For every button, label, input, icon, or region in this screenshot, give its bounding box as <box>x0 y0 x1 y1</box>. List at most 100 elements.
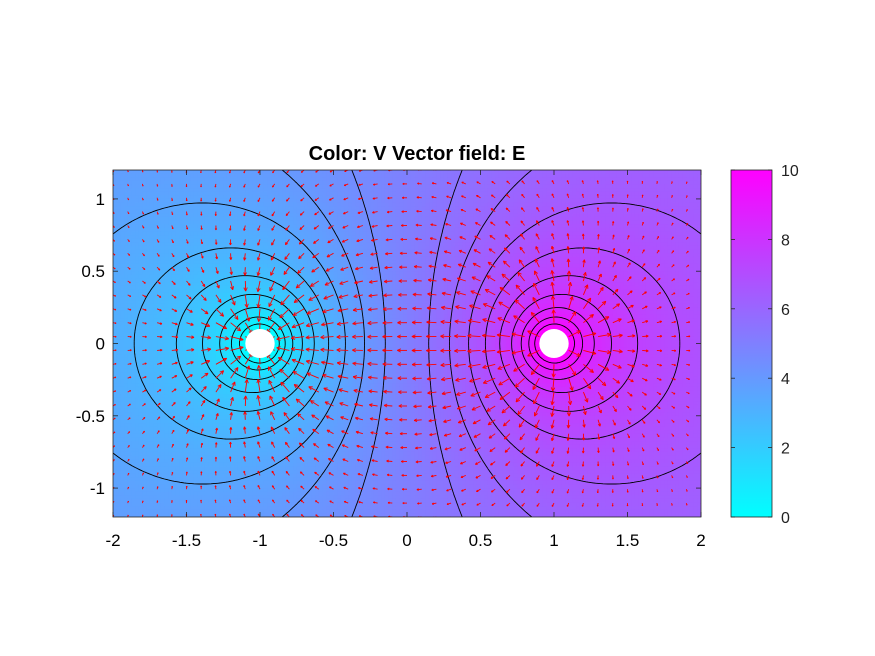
heatmap-cell <box>208 332 213 337</box>
heatmap-cell <box>146 170 151 175</box>
heatmap-cell <box>131 376 136 381</box>
heatmap-cell <box>260 191 265 196</box>
heatmap-cell <box>245 180 250 186</box>
heatmap-cell <box>208 401 213 406</box>
heatmap-cell <box>237 495 243 500</box>
heatmap-cell <box>190 195 195 200</box>
heatmap-cell <box>289 401 294 406</box>
heatmap-cell <box>215 198 221 204</box>
heatmap-cell <box>282 357 287 363</box>
heatmap-cell <box>124 506 129 511</box>
heatmap-cell <box>260 394 265 399</box>
heatmap-cell <box>153 404 158 410</box>
heatmap-cell <box>197 224 202 229</box>
heatmap-cell <box>135 253 140 258</box>
heatmap-cell <box>197 292 202 298</box>
heatmap-cell <box>201 448 206 453</box>
heatmap-cell <box>300 278 305 283</box>
heatmap-cell <box>212 451 217 457</box>
heatmap-cell <box>223 278 228 283</box>
heatmap-cell <box>116 509 121 514</box>
heatmap-cell <box>215 292 221 298</box>
heatmap-cell <box>149 386 155 392</box>
heatmap-cell <box>252 426 257 431</box>
heatmap-cell <box>127 274 132 280</box>
heatmap-cell <box>142 173 147 178</box>
heatmap-cell <box>226 339 232 345</box>
heatmap-cell <box>160 448 166 453</box>
heatmap-cell <box>175 390 180 395</box>
heatmap-cell <box>179 408 184 413</box>
heatmap-cell <box>179 260 184 265</box>
heatmap-cell <box>190 285 195 290</box>
heatmap-cell <box>278 245 283 251</box>
heatmap-cell <box>160 314 166 319</box>
heatmap-cell <box>127 488 132 493</box>
heatmap-cell <box>175 220 180 225</box>
heatmap-cell <box>248 354 254 359</box>
heatmap-cell <box>124 256 129 261</box>
heatmap-cell <box>138 394 143 399</box>
heatmap-cell <box>124 491 129 496</box>
heatmap-cell <box>278 177 283 182</box>
heatmap-cell <box>256 376 261 381</box>
heatmap-cell <box>197 379 202 384</box>
heatmap-cell <box>127 180 132 186</box>
heatmap-cell <box>219 459 224 464</box>
heatmap-cell <box>248 256 254 261</box>
heatmap-cell <box>226 278 232 283</box>
heatmap-cell <box>234 361 239 366</box>
heatmap-cell <box>274 260 279 265</box>
heatmap-cell <box>226 310 232 316</box>
heatmap-cell <box>248 444 254 449</box>
heatmap-cell <box>282 372 287 377</box>
heatmap-cell <box>142 191 147 196</box>
heatmap-cell <box>230 455 235 460</box>
heatmap-cell <box>226 329 232 334</box>
heatmap-cell <box>193 263 199 269</box>
heatmap-cell <box>263 473 268 478</box>
heatmap-cell <box>241 437 246 442</box>
heatmap-cell <box>263 383 268 388</box>
heatmap-cell <box>179 451 184 457</box>
heatmap-cell <box>131 347 136 352</box>
heatmap-cell <box>278 195 283 200</box>
heatmap-cell <box>241 310 246 316</box>
heatmap-cell <box>256 433 261 439</box>
heatmap-cell <box>124 231 129 236</box>
heatmap-cell <box>153 426 158 431</box>
heatmap-cell <box>193 336 199 341</box>
heatmap-cell <box>219 177 224 182</box>
heatmap-cell <box>138 206 143 211</box>
heatmap-cell <box>120 274 125 280</box>
heatmap-cell <box>285 426 290 431</box>
heatmap-cell <box>113 303 118 308</box>
heatmap-cell <box>278 506 283 511</box>
heatmap-cell <box>153 289 158 294</box>
heatmap-cell <box>120 314 125 319</box>
heatmap-cell <box>168 249 173 254</box>
heatmap-cell <box>175 397 180 402</box>
heatmap-cell <box>171 376 177 381</box>
heatmap-cell <box>204 437 210 442</box>
heatmap-cell <box>138 285 143 290</box>
heatmap-cell <box>142 278 147 283</box>
heatmap-cell <box>226 209 232 214</box>
heatmap-cell <box>230 339 235 345</box>
heatmap-cell <box>171 224 177 229</box>
heatmap-cell <box>197 307 202 312</box>
heatmap-cell <box>179 441 184 446</box>
heatmap-cell <box>135 415 140 420</box>
heatmap-cell <box>171 209 177 214</box>
heatmap-cell <box>146 376 151 381</box>
heatmap-cell <box>285 433 290 439</box>
heatmap-cell <box>201 285 206 290</box>
heatmap-cell <box>135 296 140 301</box>
heatmap-cell <box>260 412 265 417</box>
heatmap-cell <box>168 253 173 258</box>
heatmap-cell <box>197 477 202 482</box>
heatmap-cell <box>168 336 173 341</box>
heatmap-cell <box>175 310 180 316</box>
heatmap-cell <box>113 296 118 301</box>
heatmap-cell <box>204 195 210 200</box>
